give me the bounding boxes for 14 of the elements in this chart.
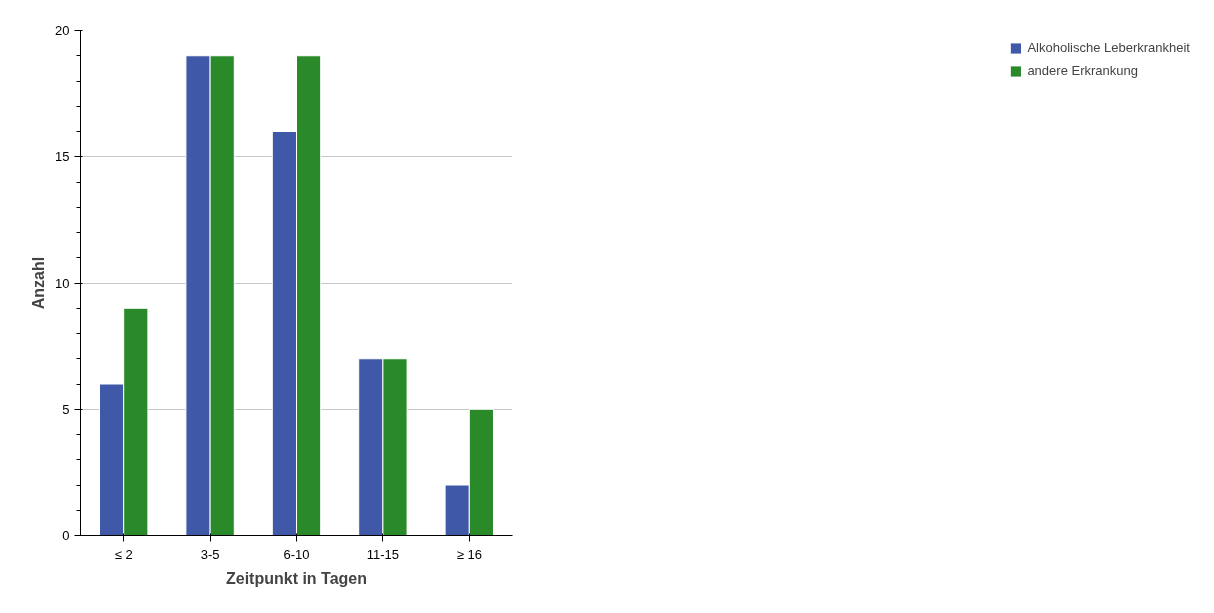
x-tick-label: ≤ 2 [114,546,133,562]
legend-label: andere Erkrankung [1027,63,1139,78]
x-tick-label: 3-5 [200,546,220,562]
y-tick-label: 20 [55,23,70,38]
y-axis-title: Anzahl [30,256,48,310]
y-tick-label: 15 [55,149,70,165]
x-tick-label: 11-15 [366,546,400,562]
x-tick-label: ≥ 16 [456,546,482,562]
legend-label: Alkoholische Leberkrankheit [1027,40,1190,55]
y-tick-label: 5 [62,401,70,417]
x-tick-label: 6-10 [283,546,310,562]
x-axis-title: Zeitpunkt in Tagen [225,569,368,587]
y-tick-label: 0 [62,528,70,543]
y-tick-label: 10 [55,275,70,291]
